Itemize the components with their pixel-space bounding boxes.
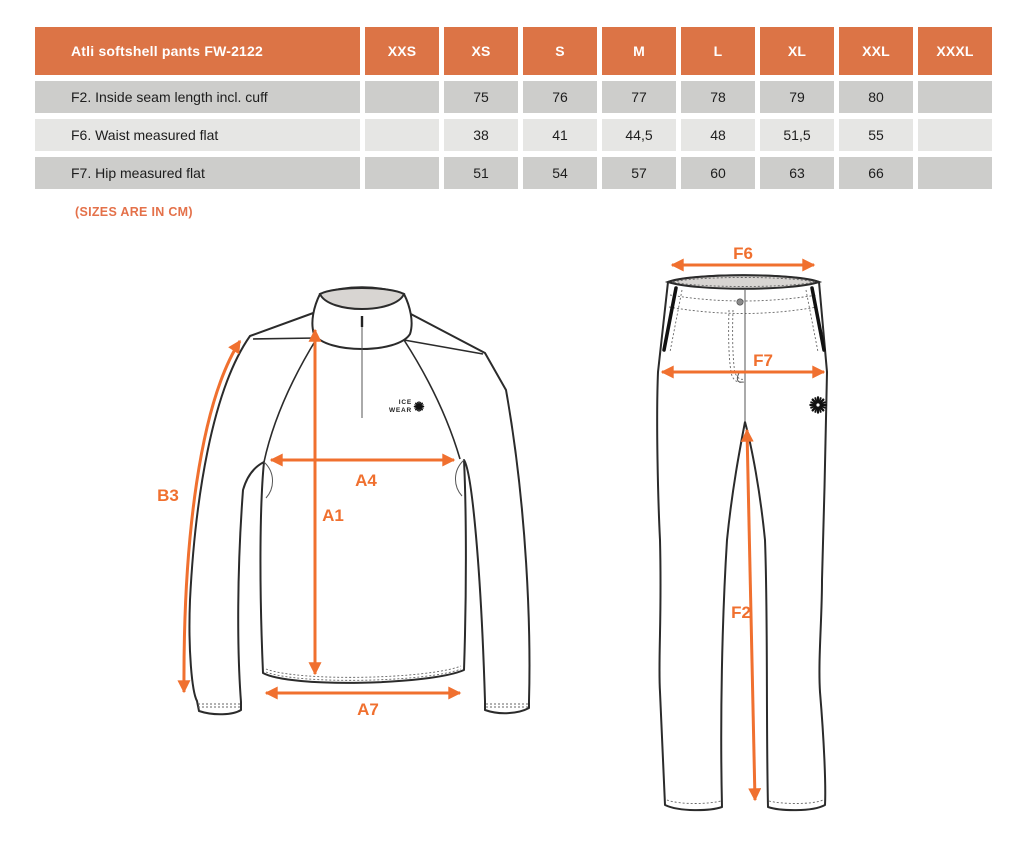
- row-label: F2. Inside seam length incl. cuff: [35, 81, 360, 113]
- value-cell: [365, 81, 439, 113]
- units-note: (SIZES ARE IN CM): [75, 205, 193, 219]
- left-shoulder-seam: [252, 337, 318, 463]
- b3-arrow: [177, 339, 242, 694]
- sweater-drawing: ICE WEAR B3 A4 A1 A7: [157, 286, 531, 719]
- brand-logo-line2: WEAR: [389, 407, 412, 414]
- size-col-header-xs: XS: [444, 27, 518, 75]
- sweater-diagram: ICE WEAR B3 A4 A1 A7: [140, 240, 610, 750]
- value-cell: 38: [444, 119, 518, 151]
- right-shoulder-seam: [403, 339, 484, 460]
- snowflake-icon: [809, 396, 827, 414]
- cuff-stitch: [198, 703, 528, 708]
- f2-arrow: [740, 428, 762, 802]
- value-cell: 41: [523, 119, 597, 151]
- a4-measure-label: A4: [355, 471, 377, 490]
- left-pocket-trim: [662, 286, 678, 352]
- value-cell: 51,5: [760, 119, 834, 151]
- sweater-body-outline: [188, 303, 531, 716]
- f6-measure-label: F6: [733, 244, 753, 263]
- table-row-hip: F7. Hip measured flat 51 54 57 60 63 66: [35, 157, 992, 189]
- row-label: F6. Waist measured flat: [35, 119, 360, 151]
- pants-hem-stitch: [666, 799, 824, 804]
- table-row-inseam: F2. Inside seam length incl. cuff 75 76 …: [35, 81, 992, 113]
- value-cell: 66: [839, 157, 913, 189]
- row-label: F7. Hip measured flat: [35, 157, 360, 189]
- b3-measure-label: B3: [157, 486, 179, 505]
- pants-drawing: F6 F7 F2: [656, 244, 828, 812]
- value-cell: 76: [523, 81, 597, 113]
- f7-measure-label: F7: [753, 351, 773, 370]
- value-cell: 63: [760, 157, 834, 189]
- value-cell: 57: [602, 157, 676, 189]
- size-col-header-l: L: [681, 27, 755, 75]
- value-cell: 77: [602, 81, 676, 113]
- value-cell: 78: [681, 81, 755, 113]
- value-cell: 44,5: [602, 119, 676, 151]
- a7-measure-label: A7: [357, 700, 379, 719]
- size-col-header-xxs: XXS: [365, 27, 439, 75]
- snowflake-icon: [413, 401, 425, 412]
- size-col-header-m: M: [602, 27, 676, 75]
- value-cell: 51: [444, 157, 518, 189]
- value-cell: [918, 81, 992, 113]
- pants-body-outline: [656, 274, 828, 812]
- value-cell: [365, 119, 439, 151]
- hem-stitch: [265, 665, 462, 681]
- f2-measure-label: F2: [731, 603, 751, 622]
- right-pocket-trim: [810, 286, 826, 352]
- size-col-header-xxxl: XXXL: [918, 27, 992, 75]
- table-row-waist: F6. Waist measured flat 38 41 44,5 48 51…: [35, 119, 992, 151]
- underarm-seams: [263, 459, 465, 499]
- value-cell: [365, 157, 439, 189]
- pocket-stitch: [669, 289, 819, 353]
- value-cell: 55: [839, 119, 913, 151]
- size-col-header-s: S: [523, 27, 597, 75]
- waist-button: [736, 298, 744, 306]
- size-table-header-row: Atli softshell pants FW-2122 XXS XS S M …: [35, 27, 992, 75]
- collar-opening: [318, 287, 406, 310]
- value-cell: 60: [681, 157, 755, 189]
- size-table: Atli softshell pants FW-2122 XXS XS S M …: [30, 21, 997, 195]
- brand-logo-line1: ICE: [399, 399, 412, 406]
- a1-measure-label: A1: [322, 506, 344, 525]
- value-cell: 54: [523, 157, 597, 189]
- value-cell: [918, 157, 992, 189]
- value-cell: 80: [839, 81, 913, 113]
- value-cell: 48: [681, 119, 755, 151]
- value-cell: [918, 119, 992, 151]
- product-title: Atli softshell pants FW-2122: [35, 27, 360, 75]
- size-col-header-xxl: XXL: [839, 27, 913, 75]
- pants-diagram: F6 F7 F2: [620, 240, 950, 855]
- value-cell: 75: [444, 81, 518, 113]
- value-cell: 79: [760, 81, 834, 113]
- waistband-opening-stitch: [672, 277, 815, 287]
- size-col-header-xl: XL: [760, 27, 834, 75]
